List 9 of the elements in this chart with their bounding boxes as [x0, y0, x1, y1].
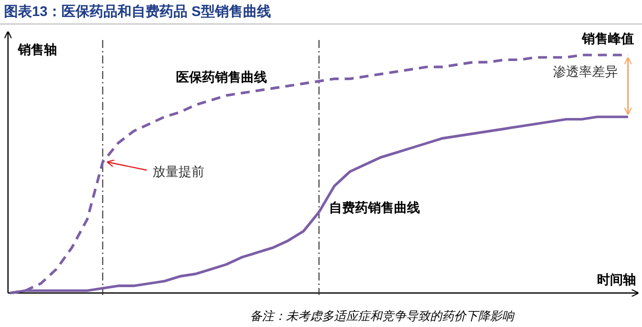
series-label: 医保药销售曲线	[176, 69, 267, 84]
series-label: 自费药销售曲线	[329, 200, 420, 216]
annotation: 渗透率差异	[553, 64, 618, 79]
chart-title: 图表13：医保药品和自费药品 S型销售曲线	[4, 3, 271, 19]
y-axis-title: 销售轴	[17, 42, 57, 57]
text: 销售峰值	[581, 31, 634, 46]
text: 备注：未考虑多适应症和竞争导致的药价下降影响	[250, 309, 515, 323]
x-axis-title: 时间轴	[597, 272, 636, 287]
annotation: 放量提前	[152, 164, 205, 180]
